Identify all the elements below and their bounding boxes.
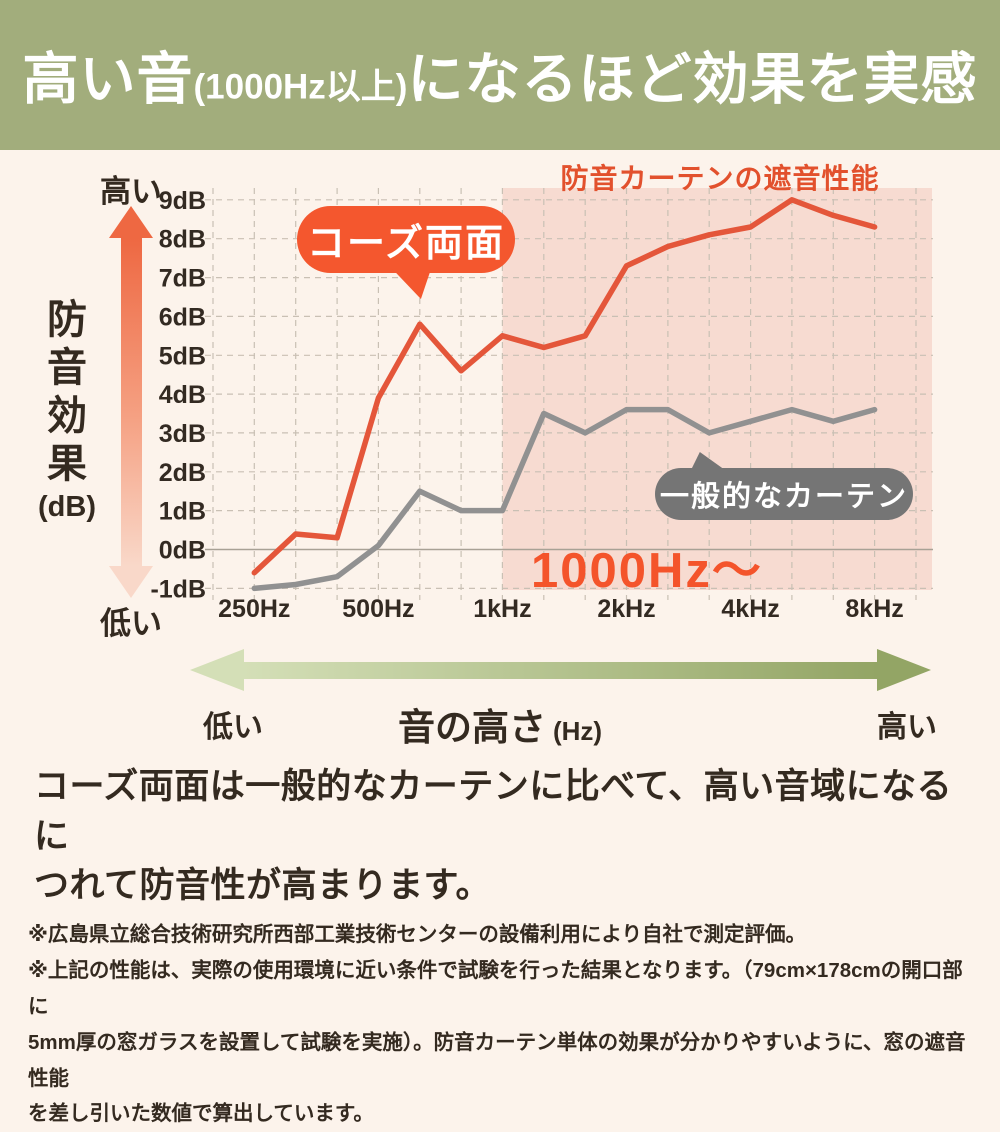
arrow-shaft: [244, 661, 877, 679]
freq-axis-title-text: 音の高さ: [397, 707, 546, 748]
series-label-general: 一般的なカーテン: [659, 481, 908, 513]
banner-title: 高い音(1000Hz以上)になるほど効果を実感: [0, 35, 1000, 116]
y-tick-label: 4dB: [159, 381, 206, 409]
x-tick-label: 250Hz: [218, 595, 290, 623]
series-label-kozu: コーズ両面: [306, 223, 506, 265]
y-tick-label: 8dB: [159, 226, 206, 254]
series-label-kozu-bubble: コーズ両面: [297, 206, 515, 299]
freq-axis-unit: (Hz): [552, 716, 603, 746]
highlight-region: [502, 188, 932, 590]
footnotes: ※広島県立総合技術研究所西部工業技術センターの設備利用により自社で測定評価。 ※…: [0, 911, 1000, 1132]
y-tick-label: 3dB: [159, 420, 206, 448]
arrow-up-head-icon: [109, 206, 153, 238]
y-axis-title: 防音効果: [47, 298, 87, 486]
y-axis-high-label: 高い: [100, 174, 162, 209]
freq-high-label: 高い: [877, 711, 937, 744]
top-banner: 高い音(1000Hz以上)になるほど効果を実感: [0, 0, 1000, 150]
x-tick-label: 1kHz: [473, 595, 531, 623]
x-tick-label: 8kHz: [845, 595, 903, 623]
y-tick-label: 9dB: [159, 187, 206, 215]
y-tick-label: -1dB: [150, 575, 206, 603]
series-line-kozu: [251, 197, 878, 576]
banner-title-rest: になるほど効果を実感: [407, 47, 978, 111]
freq-low-label: 低い: [203, 711, 263, 744]
arrow-right-head-icon: [877, 649, 931, 691]
y-tick-label: 1dB: [159, 498, 206, 526]
description: コーズ両面は一般的なカーテンに比べて、高い音域になるに つれて防音性が高まります…: [0, 752, 1000, 911]
y-tick-label: 5dB: [159, 342, 206, 370]
footnote-line-3: 5mm厚の窓ガラスを設置して試験を実施）。防音カーテン単体の効果が分かりやすいよ…: [28, 1030, 966, 1090]
chart-section: 9dB 8dB 7dB 6dB 5dB 4dB 3dB 2dB 1dB 0dB -1dB 250Hz 5…: [0, 150, 1000, 641]
series-label-general-bubble: 一般的なカーテン: [655, 452, 913, 520]
banner-title-sub: (1000Hz以上): [193, 67, 408, 107]
y-tick-label: 6dB: [159, 303, 206, 331]
y-tick-label: 7dB: [159, 265, 206, 293]
frequency-axis-section: 低い 音の高さ (Hz) 高い: [0, 640, 1000, 752]
y-axis-low-label: 低い: [100, 606, 162, 641]
banner-title-main: 高い音: [22, 47, 194, 111]
arrow-left-head-icon: [190, 649, 244, 691]
x-tick-label: 4kHz: [721, 595, 779, 623]
description-line-1: コーズ両面は一般的なカーテンに比べて、高い音域になるに: [34, 767, 953, 856]
chart-title: 防音カーテンの遮音性能: [560, 163, 880, 194]
y-tick-label: 0dB: [159, 537, 206, 565]
highlight-region-label: 1000Hz〜: [531, 544, 763, 598]
freq-axis-title: 音の高さ (Hz): [0, 697, 1000, 751]
soundproof-performance-chart: 9dB 8dB 7dB 6dB 5dB 4dB 3dB 2dB 1dB 0dB -1dB 250Hz 5…: [150, 187, 933, 623]
frequency-arrow: [190, 649, 931, 691]
arrow-shaft: [120, 238, 142, 566]
footnote-line-4: を差し引いた数値で算出しています。: [28, 1102, 374, 1126]
x-tick-label: 500Hz: [342, 595, 414, 623]
x-tick-label: 2kHz: [597, 595, 655, 623]
footnote-line-2: ※上記の性能は、実際の使用環境に近い条件で試験を行った結果となります。（79cm…: [28, 958, 963, 1018]
y-axis-arrow: [109, 206, 153, 598]
description-line-2: つれて防音性が高まります。: [34, 866, 491, 906]
arrow-down-head-icon: [109, 566, 153, 598]
y-tick-label: 2dB: [159, 459, 206, 487]
series-line-general: [251, 406, 878, 592]
footnote-line-1: ※広島県立総合技術研究所西部工業技術センターの設備利用により自社で測定評価。: [28, 923, 807, 947]
y-axis-unit: (dB): [38, 491, 96, 523]
